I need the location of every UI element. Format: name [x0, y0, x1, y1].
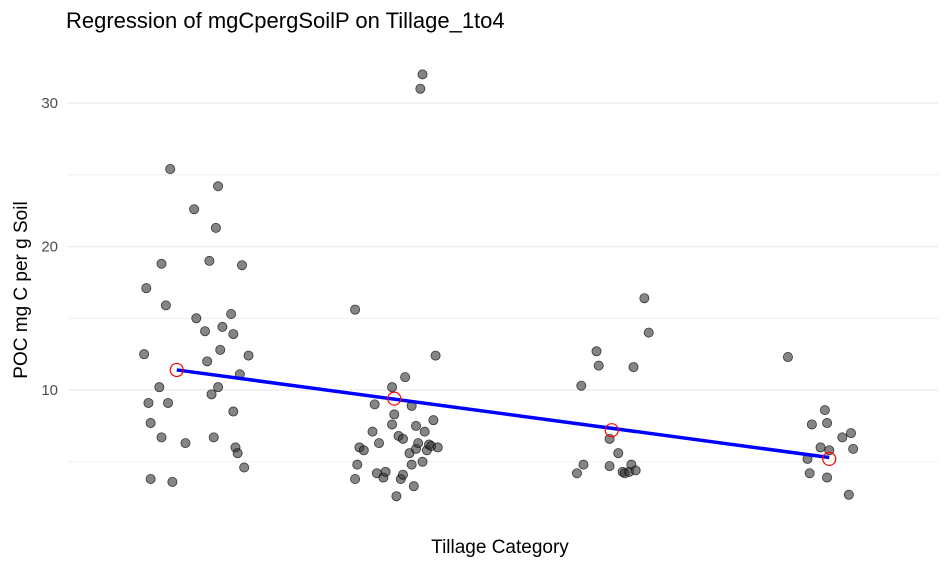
data-point [389, 409, 400, 420]
data-point [200, 326, 211, 337]
data-point [430, 350, 441, 361]
data-point [202, 356, 213, 367]
data-point [643, 327, 654, 338]
group-mean-marker [604, 423, 619, 438]
data-point [628, 362, 639, 373]
data-point [410, 420, 421, 431]
data-point [406, 459, 417, 470]
y-tick-label: 30 [41, 95, 58, 112]
data-point [206, 389, 217, 400]
y-tick-label: 10 [41, 382, 58, 399]
data-point [228, 329, 239, 340]
data-point [213, 181, 224, 192]
data-point [428, 415, 439, 426]
data-point [165, 164, 176, 175]
data-point [413, 438, 424, 449]
data-point [593, 360, 604, 371]
data-point [822, 472, 833, 483]
data-point [189, 204, 200, 215]
data-point [156, 432, 167, 443]
data-point [215, 344, 226, 355]
data-point [387, 419, 398, 430]
data-points [139, 69, 859, 502]
data-point [156, 258, 167, 269]
data-point [848, 443, 859, 454]
data-point [822, 418, 833, 429]
data-point [630, 465, 641, 476]
group-mean-marker [169, 362, 184, 378]
group-means [169, 362, 837, 467]
data-point [391, 491, 402, 502]
data-point [358, 445, 369, 456]
data-point [210, 222, 221, 233]
data-point [815, 442, 826, 453]
data-point [154, 382, 165, 393]
data-point [397, 433, 408, 444]
data-point [819, 405, 830, 416]
data-point [367, 426, 378, 437]
data-point [380, 466, 391, 477]
data-point [236, 260, 247, 271]
data-point [350, 304, 361, 315]
regression-line [176, 368, 830, 460]
data-point [145, 418, 156, 429]
data-point [843, 489, 854, 500]
data-point [639, 293, 650, 304]
data-point [408, 481, 419, 492]
data-point [167, 476, 178, 487]
data-point [145, 473, 156, 484]
y-axis-label: POC mg C per g Soil [11, 201, 32, 379]
data-point [578, 459, 589, 470]
data-point [204, 255, 215, 266]
data-point [613, 448, 624, 459]
y-tick-label: 20 [41, 239, 58, 256]
data-point [604, 461, 615, 472]
data-point [352, 459, 363, 470]
chart-title: Regression of mgCpergSoilP on Tillage_1t… [66, 8, 505, 33]
data-point [419, 426, 430, 437]
data-point [387, 382, 398, 393]
data-point [217, 321, 228, 332]
data-point [374, 438, 385, 449]
data-point [846, 428, 857, 439]
data-point [397, 469, 408, 480]
data-point [806, 419, 817, 430]
data-point [400, 372, 411, 383]
data-point [160, 300, 171, 311]
data-point [417, 69, 428, 80]
data-point [350, 473, 361, 484]
data-point [239, 462, 250, 473]
data-point [576, 380, 587, 391]
data-point [415, 83, 426, 94]
data-point [208, 432, 219, 443]
x-axis-label: Tillage Category [431, 537, 569, 558]
data-point [228, 406, 239, 417]
data-point [191, 313, 202, 324]
data-point [213, 382, 224, 393]
data-point [571, 468, 582, 479]
grid-lines [68, 102, 938, 463]
data-point [226, 308, 237, 319]
data-point [232, 448, 243, 459]
data-point [804, 468, 815, 479]
data-point [782, 352, 793, 363]
data-point [369, 399, 380, 410]
data-point [604, 433, 615, 444]
data-point [432, 442, 443, 453]
data-point [180, 438, 191, 449]
data-point [591, 346, 602, 357]
data-point [163, 397, 174, 408]
group-mean-marker [822, 451, 837, 467]
data-point [417, 456, 428, 467]
y-tick-labels: 10 20 30 [41, 95, 58, 399]
data-point [243, 350, 254, 361]
group-mean-marker [387, 391, 402, 406]
regression-line-group [176, 368, 830, 460]
data-point [139, 349, 150, 360]
data-point [141, 283, 152, 294]
data-point [143, 397, 154, 408]
data-point [837, 432, 848, 443]
